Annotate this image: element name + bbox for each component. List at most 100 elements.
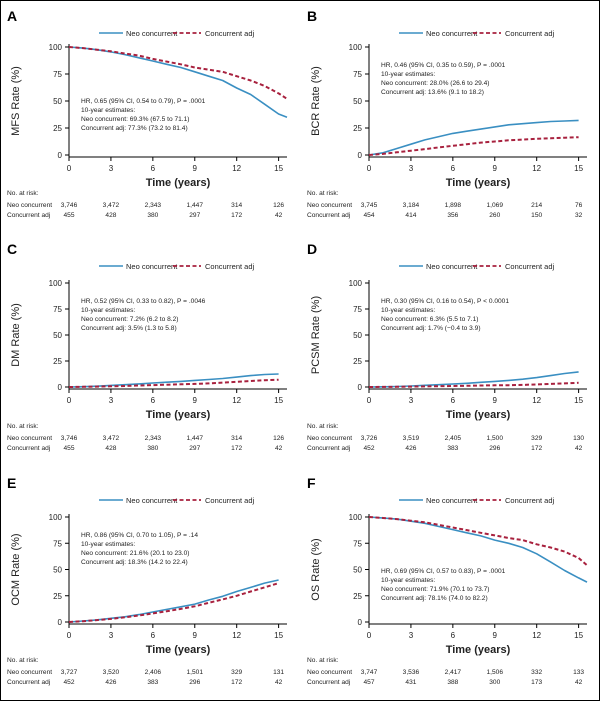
x-axis-title: Time (years) — [146, 644, 211, 656]
legend: Neo concurrent Concurrent adj — [99, 29, 255, 38]
x-tick-label: 12 — [532, 631, 541, 640]
y-tick-label: 50 — [53, 566, 62, 575]
x-tick-label: 9 — [493, 164, 498, 173]
x-axis-title: Time (years) — [446, 644, 511, 656]
risk-count: 2,406 — [145, 669, 162, 676]
y-tick-label: 100 — [349, 279, 363, 288]
y-tick-label: 100 — [349, 513, 363, 522]
x-tick-label: 6 — [451, 396, 456, 405]
x-tick-label: 15 — [574, 631, 583, 640]
legend-label-adj: Concurrent adj — [205, 496, 255, 505]
risk-count: 214 — [531, 202, 542, 209]
risk-count: 2,417 — [445, 669, 462, 676]
risk-count: 2,343 — [145, 435, 162, 442]
risk-count: 1,447 — [187, 202, 204, 209]
y-tick-label: 50 — [53, 97, 62, 106]
y-tick-label: 50 — [353, 97, 362, 106]
x-tick-label: 6 — [151, 631, 156, 640]
risk-count: 3,746 — [61, 435, 78, 442]
risk-count: 428 — [105, 212, 116, 219]
annotation-line: Concurrent adj: 1.7% (−0.4 to 3.9) — [381, 325, 481, 332]
risk-count: 3,746 — [61, 202, 78, 209]
series-line-neo-concurrent — [368, 516, 588, 583]
risk-count: 356 — [447, 212, 458, 219]
x-tick-label: 12 — [232, 396, 241, 405]
y-tick-label: 25 — [353, 357, 362, 366]
legend-label-neo: Neo concurrent — [426, 496, 478, 505]
risk-count: 172 — [231, 212, 242, 219]
risk-count: 332 — [531, 669, 542, 676]
risk-count: 3,520 — [103, 669, 120, 676]
x-tick-label: 15 — [274, 631, 283, 640]
risk-row-label: Neo concurrent — [307, 435, 352, 442]
x-tick-label: 0 — [67, 396, 72, 405]
y-tick-label: 0 — [58, 618, 63, 627]
annotation-line: Concurrent adj: 78.1% (74.0 to 82.2) — [381, 595, 488, 602]
panel-e: E 0 25 50 75 100 0 3 6 9 12 15 OCM Rate (%) Time (yea… — [7, 475, 287, 686]
annotation-line: Neo concurrent: 69.3% (67.5 to 71.1) — [81, 116, 190, 123]
panel-letter: A — [7, 8, 17, 24]
x-tick-label: 6 — [451, 164, 456, 173]
legend-label-adj: Concurrent adj — [205, 262, 255, 271]
series-line-neo-concurrent — [68, 46, 288, 118]
series-line-concurrent-adj — [68, 46, 288, 100]
legend-label-adj: Concurrent adj — [505, 29, 555, 38]
risk-row-label: Neo concurrent — [7, 202, 52, 209]
annotation-line: Concurrent adj: 77.3% (73.2 to 81.4) — [81, 125, 188, 132]
risk-count: 300 — [489, 679, 500, 686]
annotation-line: 10-year estimates: — [81, 541, 135, 548]
x-tick-label: 3 — [409, 396, 414, 405]
risk-count: 314 — [231, 435, 242, 442]
y-tick-label: 50 — [353, 566, 362, 575]
legend: Neo concurrent Concurrent adj — [99, 262, 255, 271]
risk-count: 42 — [575, 679, 583, 686]
x-axis-title: Time (years) — [146, 409, 211, 421]
risk-count: 3,747 — [361, 669, 378, 676]
y-tick-label: 75 — [53, 305, 62, 314]
legend-label-neo: Neo concurrent — [126, 496, 178, 505]
annotation-line: 10-year estimates: — [81, 307, 135, 314]
risk-count: 3,726 — [361, 435, 378, 442]
x-tick-label: 3 — [109, 164, 114, 173]
x-axis-title: Time (years) — [446, 177, 511, 189]
risk-count: 150 — [531, 212, 542, 219]
risk-count: 426 — [105, 679, 116, 686]
panel-letter: F — [307, 475, 316, 491]
annotation-line: Concurrent adj: 18.3% (14.2 to 22.4) — [81, 559, 188, 566]
risk-count: 426 — [405, 445, 416, 452]
panel-a: A 0 25 50 75 100 0 3 6 9 12 15 MFS Rate (%) Time (yea… — [7, 8, 288, 219]
legend-label-neo: Neo concurrent — [126, 262, 178, 271]
risk-count: 42 — [275, 212, 283, 219]
risk-count: 383 — [447, 445, 458, 452]
y-tick-label: 0 — [358, 151, 363, 160]
risk-count: 2,405 — [445, 435, 462, 442]
panel-letter: D — [307, 241, 317, 257]
x-tick-label: 0 — [67, 164, 72, 173]
risk-table: No. at risk: Neo concurrent 3,745 3,184 1,89… — [307, 190, 583, 219]
risk-row-label: Concurrent adj — [307, 679, 351, 686]
x-tick-label: 9 — [493, 396, 498, 405]
legend-label-adj: Concurrent adj — [505, 262, 555, 271]
risk-count: 329 — [231, 669, 242, 676]
series-line-concurrent-adj — [68, 378, 279, 388]
y-tick-label: 75 — [353, 305, 362, 314]
risk-count: 42 — [575, 445, 583, 452]
panel-letter: B — [307, 8, 317, 24]
x-tick-label: 3 — [109, 631, 114, 640]
annotation-line: HR, 0.46 (95% CI, 0.35 to 0.59), P = .00… — [381, 62, 506, 69]
risk-count: 3,745 — [361, 202, 378, 209]
y-tick-label: 100 — [49, 43, 63, 52]
risk-count: 42 — [275, 679, 283, 686]
risk-count: 172 — [231, 679, 242, 686]
risk-count: 414 — [405, 212, 416, 219]
y-axis-title: DM Rate (%) — [10, 303, 22, 367]
x-tick-label: 0 — [367, 164, 372, 173]
series-line-concurrent-adj — [368, 516, 588, 567]
series-line-concurrent-adj — [68, 582, 279, 623]
panel-letter: E — [7, 475, 16, 491]
risk-count: 1,447 — [187, 435, 204, 442]
annotation-line: Neo concurrent: 28.0% (26.6 to 29.4) — [381, 80, 490, 87]
risk-count: 329 — [531, 435, 542, 442]
y-axis-title: PCSM Rate (%) — [310, 296, 322, 374]
legend: Neo concurrent Concurrent adj — [399, 496, 555, 505]
